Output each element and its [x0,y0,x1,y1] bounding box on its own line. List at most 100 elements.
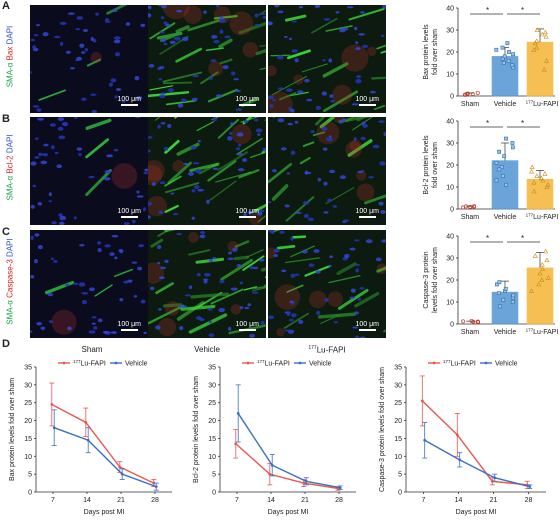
y-tick-label: 35 [394,365,402,372]
scale-bar: 100 μm [356,321,379,332]
data-point [534,27,540,32]
legend-label: Vehicle [125,361,148,368]
data-point [528,168,535,174]
data-point [529,164,535,170]
data-point [542,171,548,176]
y-tick-label: 30 [394,382,402,389]
data-point [469,318,474,323]
data-point [544,184,550,189]
data-point [495,282,499,287]
category-label: Vehicle [494,214,517,221]
y-tick-label: 25 [24,400,32,407]
data-point [338,486,342,490]
data-point [511,52,516,57]
sig-star: * [521,119,524,128]
data-point [468,205,473,210]
data-point [499,165,504,170]
data-point [500,45,505,50]
y-axis-label: Bcl-2 protein levels [423,135,430,195]
y-axis-label: Caspase-3 protein [423,251,430,308]
data-point [120,472,124,476]
data-point [494,160,499,165]
data-point [510,300,515,304]
x-axis-label: Days post MI [268,509,309,516]
legend-label: 177Lu-FAPI [73,359,106,368]
data-point [540,177,546,183]
category-label: 177Lu-FAPI [526,328,559,337]
y-tick-label: 15 [208,436,216,443]
sig-star: * [486,6,489,15]
scale-bar: 100 μm [118,321,141,332]
y-tick-label: 10 [446,72,454,79]
data-point [236,412,240,415]
y-tick-label: 40 [446,234,454,241]
data-point [543,33,549,39]
series-line [421,400,528,486]
category-label: Vehicle [494,101,517,108]
data-point [501,297,506,302]
category-label: 177Lu-FAPI [526,100,559,109]
series-line [235,443,338,490]
y-tick-label: 30 [208,382,216,389]
x-axis-label: Days post MI [456,509,497,516]
series-line [237,413,341,489]
data-point [542,29,548,35]
col-label-lu: 177Lu-FAPI [308,345,346,355]
data-point [532,40,538,46]
micrograph-b-lu: 100 μm [268,117,386,225]
data-point [494,47,499,52]
y-tick-label: 10 [446,300,454,307]
data-point [545,275,551,280]
data-point [545,182,551,187]
x-tick-label: 7 [51,497,55,504]
y-tick-label: 15 [394,436,402,443]
scale-bar: 100 μm [118,96,141,107]
y-tick-label: 35 [208,365,216,372]
y-tick-label: 20 [394,418,402,425]
data-point [423,438,427,442]
sig-star: * [521,6,524,15]
y-tick-label: 30 [446,256,454,263]
data-point [500,56,505,61]
data-point [531,47,537,52]
sig-star: * [521,234,524,243]
data-point [497,280,502,285]
scale-bar: 100 μm [236,321,259,332]
y-tick-label: 30 [446,28,454,35]
x-tick-label: 21 [490,497,498,504]
x-tick-label: 28 [525,497,533,504]
x-tick-label: 21 [117,497,125,504]
data-point [532,253,538,258]
micrograph-c-vehicle: 100 μm [148,230,266,338]
y-tick-label: 10 [24,454,32,461]
legend-label: Vehicle [495,361,518,368]
data-point [507,50,511,54]
x-tick-label: 14 [267,497,275,504]
data-point [539,277,545,282]
data-point [510,145,515,150]
micrograph-a-vehicle: 100 μm [148,5,266,113]
data-point [504,136,508,141]
data-point [536,281,542,287]
y-tick-label: 40 [446,119,454,126]
legend-marker [484,361,488,365]
series-line [424,439,530,488]
data-point [539,31,545,37]
legend-marker [114,361,118,365]
data-point [476,320,481,325]
y-tick-label: 0 [398,490,402,497]
micrograph-c-lu: 100 μm [268,230,386,338]
panel-label-c: C [2,226,10,238]
data-point [528,288,534,293]
data-point [420,399,424,403]
data-point [458,458,462,462]
y-axis-label: fold over sham [432,29,439,75]
scale-bar: 100 μm [118,208,141,219]
data-point [461,319,466,324]
data-point [503,286,508,291]
data-point [493,476,497,480]
data-point [528,485,532,489]
scale-bar: 100 μm [236,208,259,219]
sig-star: * [486,119,489,128]
